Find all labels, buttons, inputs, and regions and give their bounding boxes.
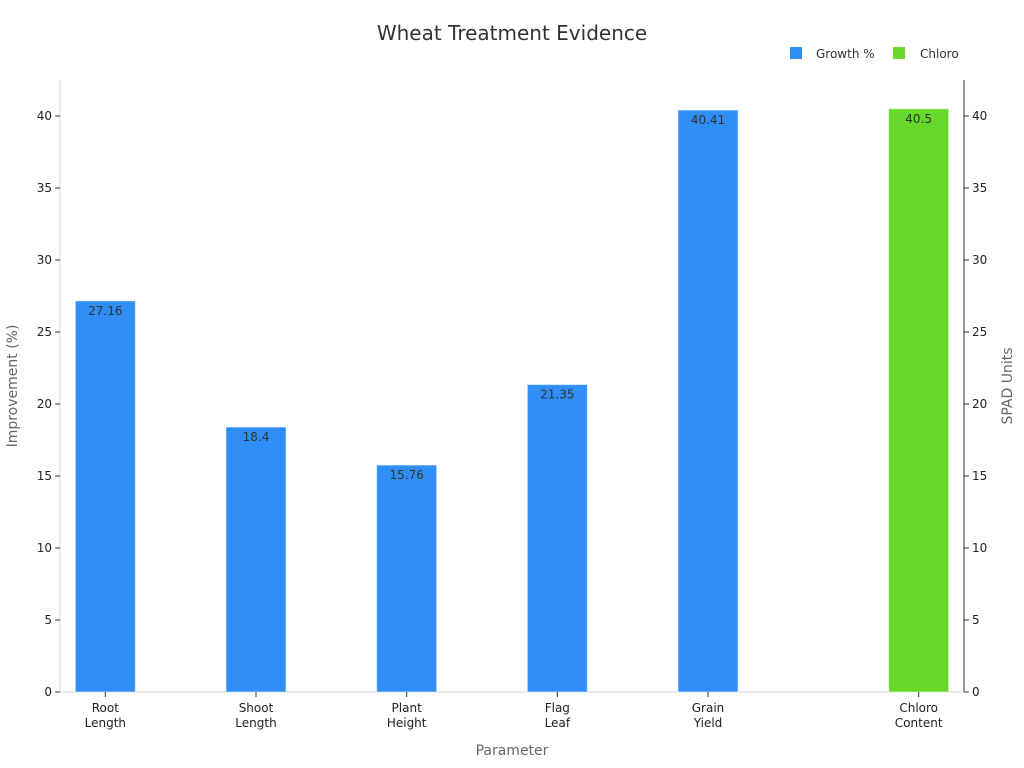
- left-axis-ticks: 0 5 10 15 20 25 30 35 40: [37, 109, 60, 699]
- bar-growth-4: [677, 109, 739, 693]
- legend-swatch-growth: [790, 47, 802, 59]
- legend-label-chloro: Chloro: [920, 47, 959, 61]
- x-tick-label: Root: [92, 701, 119, 715]
- x-tick-label: Length: [235, 716, 276, 730]
- left-tick-label: 0: [44, 685, 52, 699]
- right-tick-label: 5: [972, 613, 980, 627]
- x-tick-label: Plant: [392, 701, 423, 715]
- bar-value-label: 18.4: [243, 430, 270, 444]
- bar-value-label: 40.5: [905, 112, 932, 126]
- legend: Growth % Chloro: [790, 47, 959, 61]
- x-tick-label: Shoot: [239, 701, 274, 715]
- legend-swatch-chloro: [893, 47, 905, 59]
- x-tick-label: Length: [85, 716, 126, 730]
- left-tick-label: 15: [37, 469, 52, 483]
- bar-growth-3: [526, 384, 588, 693]
- left-tick-label: 25: [37, 325, 52, 339]
- legend-label-growth: Growth %: [816, 47, 875, 61]
- left-tick-label: 5: [44, 613, 52, 627]
- bar-chloro-5: [888, 108, 950, 693]
- x-tick-label: Yield: [693, 716, 723, 730]
- right-tick-label: 0: [972, 685, 980, 699]
- bars: 27.16 18.4 15.76 21.35 40.41 40.5: [74, 108, 950, 693]
- right-tick-label: 15: [972, 469, 987, 483]
- chart-title: Wheat Treatment Evidence: [377, 21, 647, 45]
- bar-growth-1: [225, 426, 287, 693]
- bar-growth-0: [74, 300, 136, 693]
- left-tick-label: 10: [37, 541, 52, 555]
- x-tick-label: Chloro: [899, 701, 938, 715]
- bar-value-label: 15.76: [389, 468, 423, 482]
- left-tick-label: 30: [37, 253, 52, 267]
- x-tick-label: Flag: [545, 701, 570, 715]
- x-tick-label: Leaf: [545, 716, 571, 730]
- right-axis-ticks: 0 5 10 15 20 25 30 35 40: [964, 109, 987, 699]
- left-axis-title: Improvement (%): [5, 325, 21, 448]
- left-tick-label: 35: [37, 181, 52, 195]
- bar-value-label: 40.41: [691, 113, 725, 127]
- left-axis: 0 5 10 15 20 25 30 35 40 Improvement (%): [5, 80, 61, 699]
- right-axis: 0 5 10 15 20 25 30 35 40 SPAD Units: [963, 80, 1016, 699]
- right-tick-label: 35: [972, 181, 987, 195]
- x-tick-label: Content: [895, 716, 943, 730]
- bar-value-label: 21.35: [540, 388, 574, 402]
- x-tick-label: Grain: [692, 701, 725, 715]
- bar-growth-2: [376, 464, 438, 693]
- left-tick-label: 20: [37, 397, 52, 411]
- right-axis-title: SPAD Units: [1000, 347, 1016, 424]
- right-tick-label: 20: [972, 397, 987, 411]
- right-tick-label: 25: [972, 325, 987, 339]
- x-axis-ticks: RootLengthShootLengthPlantHeightFlagLeaf…: [85, 692, 943, 730]
- bar-value-label: 27.16: [88, 304, 122, 318]
- x-tick-label: Height: [387, 716, 427, 730]
- right-tick-label: 30: [972, 253, 987, 267]
- left-tick-label: 40: [37, 109, 52, 123]
- x-axis-title: Parameter: [476, 743, 549, 759]
- right-tick-label: 10: [972, 541, 987, 555]
- right-tick-label: 40: [972, 109, 987, 123]
